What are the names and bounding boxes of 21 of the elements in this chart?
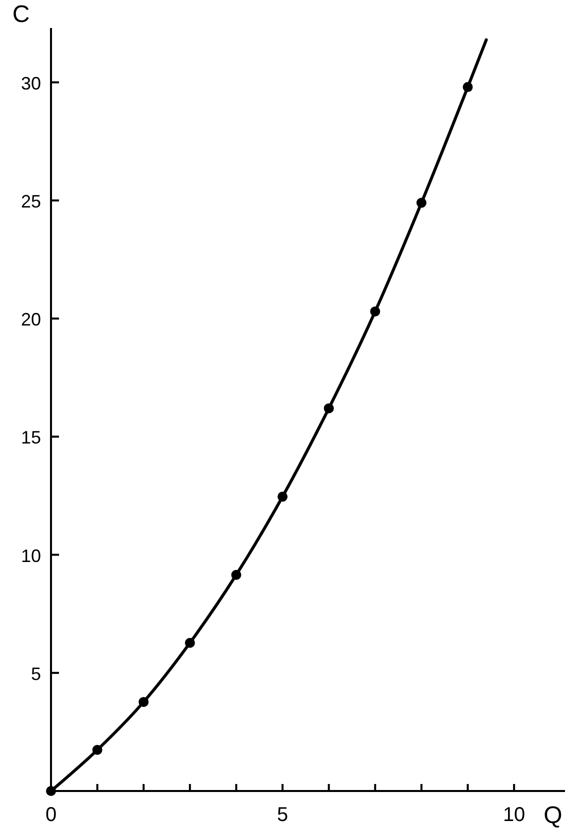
y-tick-label: 5 [30,664,41,684]
point [278,492,288,502]
y-tick-label: 10 [20,546,41,566]
point [184,638,195,648]
point [462,82,473,92]
x-tick-label: 5 [276,804,288,826]
x-axis-title: Q [544,802,562,829]
y-tick-label: 25 [20,191,41,212]
point [370,306,380,316]
y-tick-label: 20 [20,310,41,330]
y-tick-label: 30 [20,73,41,94]
x-tick-label: 0 [45,804,57,826]
y-tick-label: 15 [20,428,41,448]
point [416,198,426,208]
point [92,744,102,755]
point [138,696,149,707]
point [324,403,334,414]
point [46,786,56,796]
x-tick-label: 10 [502,804,526,826]
y-axis-title: C [12,1,30,28]
point [231,570,242,580]
